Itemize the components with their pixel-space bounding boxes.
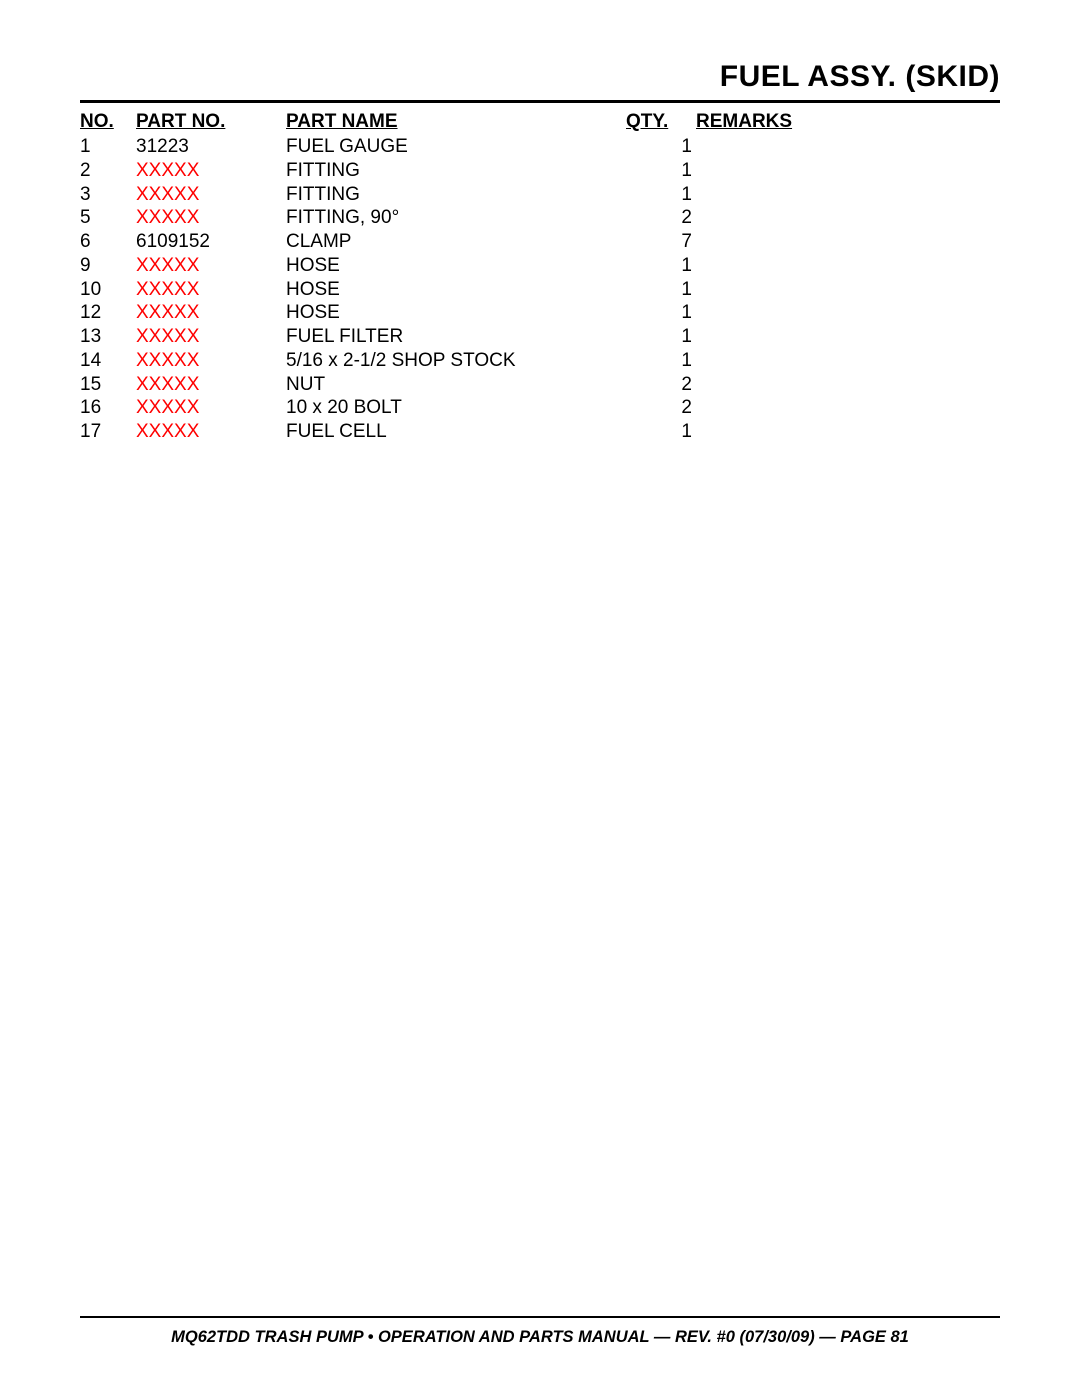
cell-remarks: [696, 159, 1000, 183]
table-row: 15XXXXXNUT2: [80, 373, 1000, 397]
cell-no: 9: [80, 254, 136, 278]
header-no: NO.: [80, 111, 136, 135]
table-row: 17XXXXXFUEL CELL1: [80, 420, 1000, 444]
table-row: 16XXXXX10 x 20 BOLT2: [80, 396, 1000, 420]
cell-no: 1: [80, 135, 136, 159]
cell-part-no: XXXXX: [136, 278, 286, 302]
page-footer: MQ62TDD TRASH PUMP • OPERATION AND PARTS…: [80, 1316, 1000, 1347]
cell-part-name: FITTING: [286, 159, 626, 183]
header-part-name: PART NAME: [286, 111, 626, 135]
parts-table: NO. PART NO. PART NAME QTY. REMARKS 1312…: [80, 111, 1000, 444]
footer-text: MQ62TDD TRASH PUMP • OPERATION AND PARTS…: [80, 1328, 1000, 1347]
table-row: 5XXXXXFITTING, 90°2: [80, 206, 1000, 230]
cell-qty: 1: [626, 159, 696, 183]
cell-no: 17: [80, 420, 136, 444]
cell-part-name: FITTING: [286, 183, 626, 207]
cell-remarks: [696, 206, 1000, 230]
cell-no: 14: [80, 349, 136, 373]
cell-remarks: [696, 278, 1000, 302]
cell-qty: 1: [626, 183, 696, 207]
cell-part-name: HOSE: [286, 278, 626, 302]
cell-qty: 1: [626, 301, 696, 325]
cell-qty: 1: [626, 254, 696, 278]
cell-remarks: [696, 135, 1000, 159]
table-row: 131223FUEL GAUGE1: [80, 135, 1000, 159]
cell-remarks: [696, 325, 1000, 349]
table-row: 3XXXXXFITTING1: [80, 183, 1000, 207]
cell-no: 12: [80, 301, 136, 325]
cell-part-name: 10 x 20 BOLT: [286, 396, 626, 420]
cell-remarks: [696, 254, 1000, 278]
cell-qty: 1: [626, 325, 696, 349]
cell-remarks: [696, 373, 1000, 397]
cell-part-name: 5/16 x 2-1/2 SHOP STOCK: [286, 349, 626, 373]
cell-qty: 2: [626, 373, 696, 397]
page-title: FUEL ASSY. (SKID): [80, 60, 1000, 94]
cell-part-no: XXXXX: [136, 373, 286, 397]
cell-remarks: [696, 349, 1000, 373]
cell-part-no: XXXXX: [136, 301, 286, 325]
cell-qty: 1: [626, 278, 696, 302]
table-row: 13XXXXXFUEL FILTER1: [80, 325, 1000, 349]
cell-part-no: XXXXX: [136, 396, 286, 420]
cell-qty: 1: [626, 135, 696, 159]
cell-part-no: XXXXX: [136, 254, 286, 278]
cell-no: 3: [80, 183, 136, 207]
header-remarks: REMARKS: [696, 111, 1000, 135]
cell-no: 5: [80, 206, 136, 230]
cell-qty: 7: [626, 230, 696, 254]
cell-part-no: 31223: [136, 135, 286, 159]
cell-part-no: XXXXX: [136, 325, 286, 349]
table-header-row: NO. PART NO. PART NAME QTY. REMARKS: [80, 111, 1000, 135]
cell-remarks: [696, 420, 1000, 444]
table-row: 9XXXXXHOSE1: [80, 254, 1000, 278]
cell-qty: 2: [626, 396, 696, 420]
table-row: 14XXXXX5/16 x 2-1/2 SHOP STOCK1: [80, 349, 1000, 373]
cell-part-no: XXXXX: [136, 159, 286, 183]
header-qty: QTY.: [626, 111, 696, 135]
cell-qty: 2: [626, 206, 696, 230]
table-row: 10XXXXXHOSE1: [80, 278, 1000, 302]
cell-remarks: [696, 301, 1000, 325]
cell-part-name: FUEL CELL: [286, 420, 626, 444]
cell-part-name: FUEL FILTER: [286, 325, 626, 349]
header-part-no: PART NO.: [136, 111, 286, 135]
table-body: 131223FUEL GAUGE12XXXXXFITTING13XXXXXFIT…: [80, 135, 1000, 444]
cell-part-name: HOSE: [286, 301, 626, 325]
cell-part-no: XXXXX: [136, 420, 286, 444]
cell-remarks: [696, 183, 1000, 207]
cell-no: 16: [80, 396, 136, 420]
cell-no: 13: [80, 325, 136, 349]
cell-part-name: NUT: [286, 373, 626, 397]
cell-part-no: XXXXX: [136, 206, 286, 230]
footer-rule: [80, 1316, 1000, 1318]
cell-part-name: FITTING, 90°: [286, 206, 626, 230]
cell-part-no: XXXXX: [136, 183, 286, 207]
cell-part-name: HOSE: [286, 254, 626, 278]
cell-part-no: XXXXX: [136, 349, 286, 373]
cell-remarks: [696, 396, 1000, 420]
cell-no: 6: [80, 230, 136, 254]
cell-part-name: CLAMP: [286, 230, 626, 254]
table-row: 66109152CLAMP7: [80, 230, 1000, 254]
cell-no: 10: [80, 278, 136, 302]
table-row: 12XXXXXHOSE1: [80, 301, 1000, 325]
title-rule: [80, 100, 1000, 103]
table-row: 2XXXXXFITTING1: [80, 159, 1000, 183]
cell-qty: 1: [626, 420, 696, 444]
cell-no: 2: [80, 159, 136, 183]
cell-part-no: 6109152: [136, 230, 286, 254]
cell-part-name: FUEL GAUGE: [286, 135, 626, 159]
cell-remarks: [696, 230, 1000, 254]
cell-no: 15: [80, 373, 136, 397]
cell-qty: 1: [626, 349, 696, 373]
